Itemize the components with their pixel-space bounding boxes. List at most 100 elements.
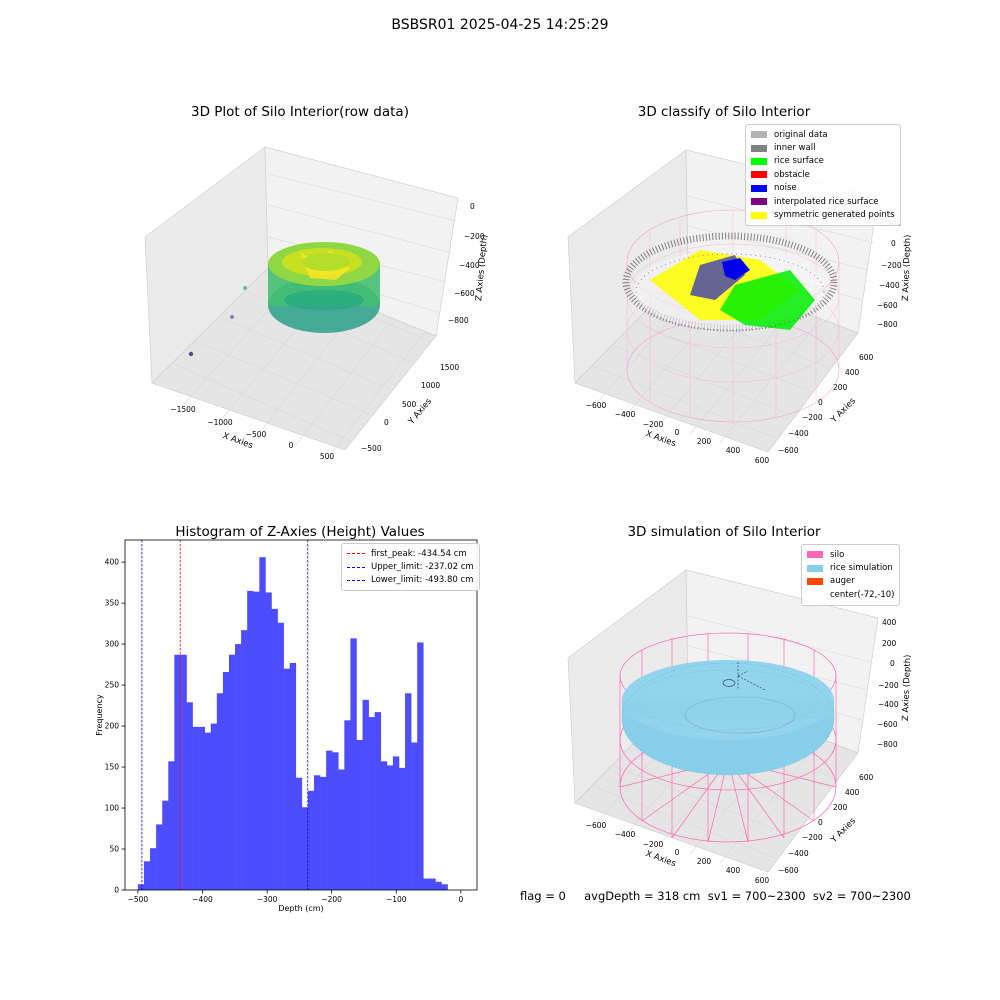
- legend-swatch: [751, 131, 767, 139]
- panel2-ytick: 0: [818, 398, 823, 407]
- histogram-ylabel: Frequency: [95, 694, 104, 736]
- histogram-bar: [137, 884, 145, 890]
- panel4-ytick: 0: [818, 818, 823, 827]
- panel4-ytick: 200: [833, 803, 848, 812]
- histogram-bar: [143, 861, 151, 890]
- panel2-ytick: −600: [778, 446, 799, 455]
- panel4-ytick: −600: [778, 866, 799, 875]
- y-tick-label: 0: [114, 886, 119, 895]
- histogram-bar: [180, 654, 187, 890]
- panel1-ytick: 500: [402, 400, 417, 409]
- panel4-xtick: 400: [726, 866, 741, 875]
- legend-swatch: [807, 577, 823, 585]
- histogram-bar: [174, 654, 181, 890]
- legend-label: rice surface: [774, 156, 824, 167]
- panel4-ztick: −200: [878, 681, 899, 690]
- legend-item-noise: noise: [751, 182, 895, 195]
- auger-marker: [722, 662, 766, 691]
- histogram-bar: [277, 622, 284, 890]
- x-tick-label: 0: [458, 895, 463, 904]
- histogram-bar: [350, 638, 357, 890]
- panel4-xtick: 600: [755, 876, 770, 885]
- panel4-ztick: 400: [882, 618, 897, 627]
- panel4-ztick: −400: [878, 700, 899, 709]
- panel2-ztick: −400: [879, 281, 900, 290]
- panel1-xtick: 500: [320, 452, 335, 461]
- panel4-title: 3D simulation of Silo Interior: [627, 524, 821, 540]
- panel1-ytick: 1500: [440, 363, 459, 372]
- legend-line: [347, 566, 365, 568]
- panel2-title: 3D classify of Silo Interior: [637, 104, 811, 120]
- histogram-bar: [398, 767, 406, 890]
- panel1-point-cloud: [188, 242, 380, 357]
- panel2-ytick: 400: [845, 368, 860, 377]
- legend-item-inner-wall: inner wall: [751, 141, 895, 154]
- panel1-title: 3D Plot of Silo Interior(row data): [191, 104, 409, 120]
- histogram-bar: [338, 769, 345, 890]
- panel3-histogram: −500 −400 −300 −200 −100 0 0 50 100 150 200 250 300…: [95, 539, 478, 913]
- panel2-ytick: 200: [833, 383, 848, 392]
- panel2-xtick: −200: [643, 420, 664, 429]
- histogram-bar: [344, 720, 351, 890]
- histogram-bar: [307, 790, 315, 890]
- histogram-bar: [222, 671, 230, 890]
- panel2-xtick: −400: [615, 410, 636, 419]
- panel4-xtick: 200: [697, 857, 712, 866]
- panel2-xlabel: X Axies: [644, 429, 677, 449]
- histogram-yticks: 0 50 100 150 200 250 300 350 400: [105, 558, 125, 895]
- panel1-xtick: −1000: [207, 418, 233, 427]
- histogram-bar: [271, 608, 278, 890]
- legend-label: inner wall: [774, 143, 816, 154]
- histogram-bar: [156, 824, 163, 890]
- panel2-ztick: 0: [891, 239, 896, 248]
- panel2-ytick: −400: [788, 429, 809, 438]
- panel4-xtick: 0: [675, 848, 680, 857]
- legend-item-center: center(-72,-10): [807, 588, 894, 601]
- histogram-bar: [441, 884, 448, 890]
- histogram-bar: [241, 630, 248, 890]
- legend-swatch: [751, 171, 767, 179]
- panel1-ztick: 0: [470, 202, 475, 211]
- histogram-xticks: −500 −400 −300 −200 −100 0: [128, 890, 463, 904]
- panel4-ylabel: Y Axies: [828, 816, 858, 846]
- panel4-xlabel: X Axies: [644, 849, 677, 869]
- legend-swatch: [807, 564, 823, 572]
- histogram-bar: [198, 726, 206, 890]
- legend-item-obstacle: obstacle: [751, 168, 895, 181]
- panel2-ytick: 600: [859, 353, 874, 362]
- histogram-bar: [247, 590, 254, 890]
- panel1-zlabel: Z Axies (Depth): [474, 234, 490, 301]
- histogram-bar: [320, 776, 327, 890]
- panel1-outlier-point: [230, 315, 234, 319]
- legend-label: symmetric generated points: [774, 210, 895, 221]
- legend-item-silo: silo: [807, 548, 894, 561]
- histogram-bar: [283, 668, 290, 890]
- legend-label: Upper_limit: -237.02 cm: [371, 562, 474, 573]
- histogram-bar: [289, 662, 297, 890]
- panel4-3d-axes: −600 −400 −200 0 200 400 600 −600 −400 −…: [567, 569, 913, 885]
- x-tick-label: −500: [128, 895, 149, 904]
- histogram-bar: [356, 740, 363, 890]
- panel1-ztick: −800: [448, 316, 469, 325]
- x-tick-label: −300: [257, 895, 278, 904]
- panel4-xtick: −400: [615, 830, 636, 839]
- histogram-bar: [301, 807, 309, 890]
- histogram-bar: [423, 878, 430, 890]
- panel2-xtick: 600: [755, 456, 770, 465]
- histogram-bar: [253, 591, 260, 890]
- histogram-bar: [235, 644, 242, 890]
- legend-item-original-data: original data: [751, 128, 895, 141]
- legend-label: rice simulation: [830, 563, 893, 574]
- panel1-ztick: −600: [454, 289, 475, 298]
- panel2-xtick: 200: [697, 437, 712, 446]
- legend-item-rice-surface: rice surface: [751, 155, 895, 168]
- histogram-bar: [168, 761, 175, 890]
- panel2-point-cloud: [622, 209, 840, 423]
- histogram-bar: [332, 752, 339, 890]
- histogram-bar: [411, 742, 418, 890]
- panel4-ztick: −800: [877, 740, 898, 749]
- histogram-bar: [150, 848, 157, 890]
- legend-label: Lower_limit: -493.80 cm: [371, 575, 474, 586]
- figure-title: BSBSR01 2025-04-25 14:25:29: [391, 17, 609, 33]
- panel2-ytick: −200: [802, 413, 823, 422]
